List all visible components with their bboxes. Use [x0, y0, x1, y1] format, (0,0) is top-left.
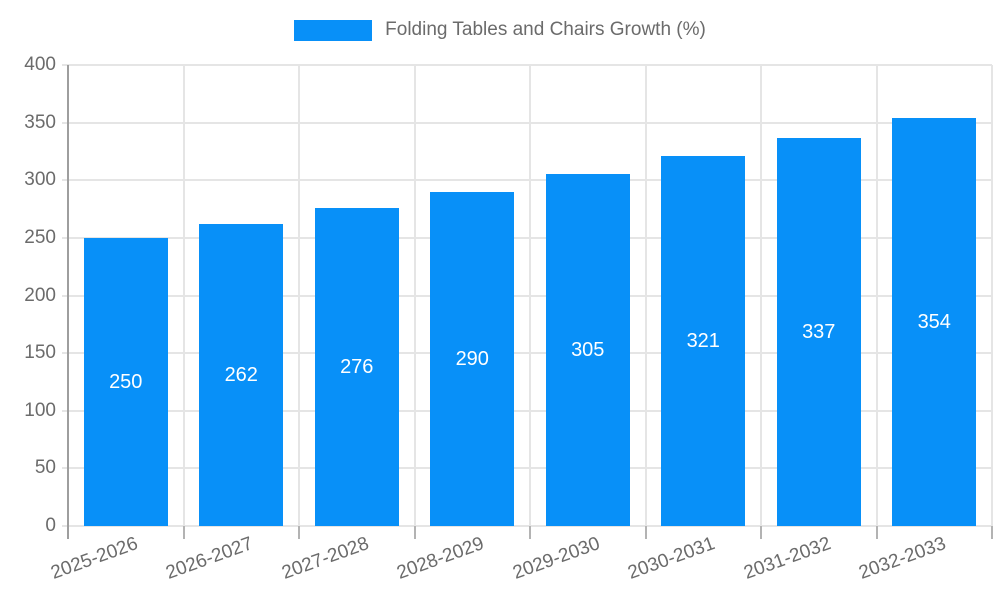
x-tick-label: 2032-2033: [856, 533, 950, 584]
legend-label: Folding Tables and Chairs Growth (%): [385, 19, 706, 40]
x-tick-label: 2027-2028: [279, 533, 372, 584]
bar-value-label: 250: [109, 370, 143, 393]
x-tick: [413, 526, 416, 539]
bar: [314, 207, 399, 526]
x-gridline: [529, 65, 531, 526]
x-gridline: [991, 65, 993, 526]
x-gridline: [644, 65, 647, 526]
x-tick-label: 2026-2027: [163, 533, 257, 584]
x-tick: [991, 526, 993, 539]
x-gridline: [875, 65, 878, 526]
y-tick-label: 250: [24, 226, 56, 248]
y-gridline: [62, 179, 992, 182]
legend: Folding Tables and Chairs Growth (%): [0, 19, 1000, 41]
y-tick-label: 150: [24, 342, 56, 364]
x-tick-label: 2028-2029: [394, 533, 488, 584]
bar: [661, 156, 746, 526]
x-tick-label: 2030-2031: [625, 533, 719, 584]
bar: [199, 224, 284, 526]
x-tick-label: 2029-2030: [510, 533, 603, 584]
y-tick-label: 200: [24, 284, 56, 306]
x-tick-label: 2025-2026: [48, 533, 141, 584]
x-gridline: [413, 65, 416, 526]
bar: [892, 118, 977, 526]
bar: [83, 237, 168, 526]
x-gridline: [298, 65, 300, 526]
y-axis-line: [67, 65, 69, 539]
bar: [430, 191, 515, 526]
x-tick: [529, 526, 531, 539]
bar-value-label: 262: [224, 364, 258, 387]
y-tick-label: 50: [34, 457, 56, 479]
x-tick: [875, 526, 878, 539]
x-tick: [298, 526, 300, 539]
bar-value-label: 290: [455, 347, 489, 370]
y-gridline: [62, 236, 992, 239]
legend-swatch-icon: [294, 19, 373, 41]
y-gridline: [62, 525, 992, 527]
bar: [776, 137, 861, 526]
y-tick-label: 100: [24, 399, 56, 421]
bar-value-label: 276: [340, 355, 374, 378]
bar-value-label: 337: [802, 320, 836, 343]
x-tick: [182, 526, 185, 539]
y-gridline: [62, 409, 992, 412]
y-gridline: [62, 294, 992, 297]
y-gridline: [62, 467, 992, 470]
legend-item[interactable]: Folding Tables and Chairs Growth (%): [294, 19, 706, 41]
x-gridline: [760, 65, 762, 526]
y-tick-label: 400: [24, 54, 56, 75]
x-tick: [760, 526, 762, 539]
y-tick-label: 350: [24, 111, 56, 133]
y-tick-label: 0: [45, 515, 56, 536]
y-gridline: [62, 352, 992, 355]
bar-value-label: 321: [686, 330, 720, 353]
y-gridline: [62, 121, 992, 124]
x-gridline: [182, 65, 185, 526]
x-tick-label: 2031-2032: [741, 533, 834, 584]
bar: [545, 174, 630, 526]
bar-value-label: 354: [917, 311, 951, 333]
bar-value-label: 305: [571, 339, 605, 362]
x-tick: [644, 526, 647, 539]
y-gridline: [62, 64, 992, 66]
y-tick-label: 300: [24, 169, 56, 191]
